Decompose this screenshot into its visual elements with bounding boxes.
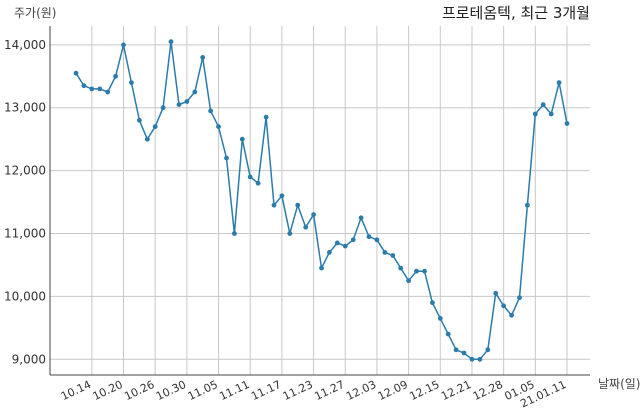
data-point xyxy=(303,224,309,230)
x-tick-label: 10.30 xyxy=(154,378,188,403)
series-price xyxy=(73,39,570,362)
axes xyxy=(49,26,590,376)
data-point xyxy=(501,303,506,309)
x-tick-label: 11.11 xyxy=(217,378,251,403)
data-point xyxy=(81,83,87,89)
data-point xyxy=(279,193,285,199)
x-axis-label: 날짜(일) xyxy=(598,377,640,391)
y-tick-label: 10,000 xyxy=(4,289,46,303)
data-point xyxy=(319,265,324,271)
data-point xyxy=(247,174,253,180)
data-point xyxy=(358,215,364,221)
x-tick-labels: 10.1410.2010.2610.3011.0511.1111.1711.23… xyxy=(59,378,568,410)
data-point xyxy=(374,237,380,243)
y-tick-label: 14,000 xyxy=(4,38,46,52)
data-point xyxy=(350,237,356,243)
data-point xyxy=(540,102,546,107)
data-point xyxy=(97,86,103,92)
data-point xyxy=(485,347,491,353)
x-tick-label: 12.28 xyxy=(471,378,505,403)
data-point xyxy=(144,136,150,142)
data-point xyxy=(113,73,118,79)
data-point xyxy=(327,250,332,255)
data-point xyxy=(176,102,182,107)
data-point xyxy=(89,86,95,92)
data-point xyxy=(493,290,499,296)
x-tick-label: 12.03 xyxy=(344,378,378,403)
y-tick-label: 11,000 xyxy=(4,227,46,241)
data-point xyxy=(469,356,475,362)
data-point xyxy=(73,70,79,76)
data-point xyxy=(422,268,427,274)
data-point xyxy=(271,202,277,208)
data-point xyxy=(129,80,134,85)
data-point xyxy=(105,89,111,95)
data-point xyxy=(208,108,214,114)
data-point xyxy=(532,111,538,117)
y-tick-label: 12,000 xyxy=(4,164,46,178)
data-point xyxy=(398,265,404,271)
x-tick-label: 12.21 xyxy=(439,378,473,403)
data-point xyxy=(200,55,206,60)
data-point xyxy=(406,278,411,284)
data-point xyxy=(437,316,443,321)
data-point xyxy=(430,300,435,306)
data-point xyxy=(390,253,396,258)
x-tick-label: 11.17 xyxy=(249,378,283,403)
data-point xyxy=(517,295,522,301)
data-point xyxy=(295,202,301,208)
data-point xyxy=(137,117,142,123)
data-point xyxy=(445,331,451,337)
data-point xyxy=(160,105,166,111)
data-point xyxy=(334,240,340,246)
x-tick-label: 10.26 xyxy=(122,378,156,403)
data-point xyxy=(311,212,316,218)
y-tick-label: 13,000 xyxy=(4,101,46,115)
data-point xyxy=(509,312,514,318)
series-line xyxy=(75,41,568,361)
data-point xyxy=(556,80,562,85)
x-tick-label: 11.05 xyxy=(186,378,220,403)
data-point xyxy=(548,111,554,117)
data-point xyxy=(414,268,419,274)
y-tick-labels: 9,000 10,000 11,000 12,000 13,000 14,000 xyxy=(4,38,46,366)
data-point xyxy=(232,231,237,236)
data-point xyxy=(184,99,190,104)
y-tick-label: 9,000 xyxy=(12,352,46,366)
x-tick-label: 10.14 xyxy=(59,378,93,403)
data-point xyxy=(263,114,269,120)
x-tick-label: 12.15 xyxy=(408,378,442,403)
y-axis-label: 주가(원) xyxy=(14,6,56,20)
gridlines xyxy=(50,26,590,375)
data-point xyxy=(216,124,221,129)
data-point xyxy=(287,231,293,236)
x-tick-label: 10.20 xyxy=(91,378,125,403)
data-point xyxy=(152,124,158,129)
data-point xyxy=(168,39,174,45)
data-point xyxy=(477,356,483,362)
data-point xyxy=(382,250,388,255)
data-point xyxy=(121,42,126,48)
data-point xyxy=(453,347,459,353)
x-tick-label: 11.27 xyxy=(312,378,346,403)
data-point xyxy=(525,202,530,208)
data-point xyxy=(342,243,348,249)
x-tick-label: 12.09 xyxy=(376,378,410,403)
data-point xyxy=(239,136,245,142)
data-point xyxy=(461,350,467,356)
data-point xyxy=(224,155,229,161)
chart-title: 프로테옴텍, 최근 3개월 xyxy=(442,4,590,22)
data-point xyxy=(564,121,570,126)
data-point xyxy=(366,234,372,240)
data-point xyxy=(255,180,261,186)
data-point xyxy=(192,89,198,95)
x-tick-label: 11.23 xyxy=(281,378,315,403)
